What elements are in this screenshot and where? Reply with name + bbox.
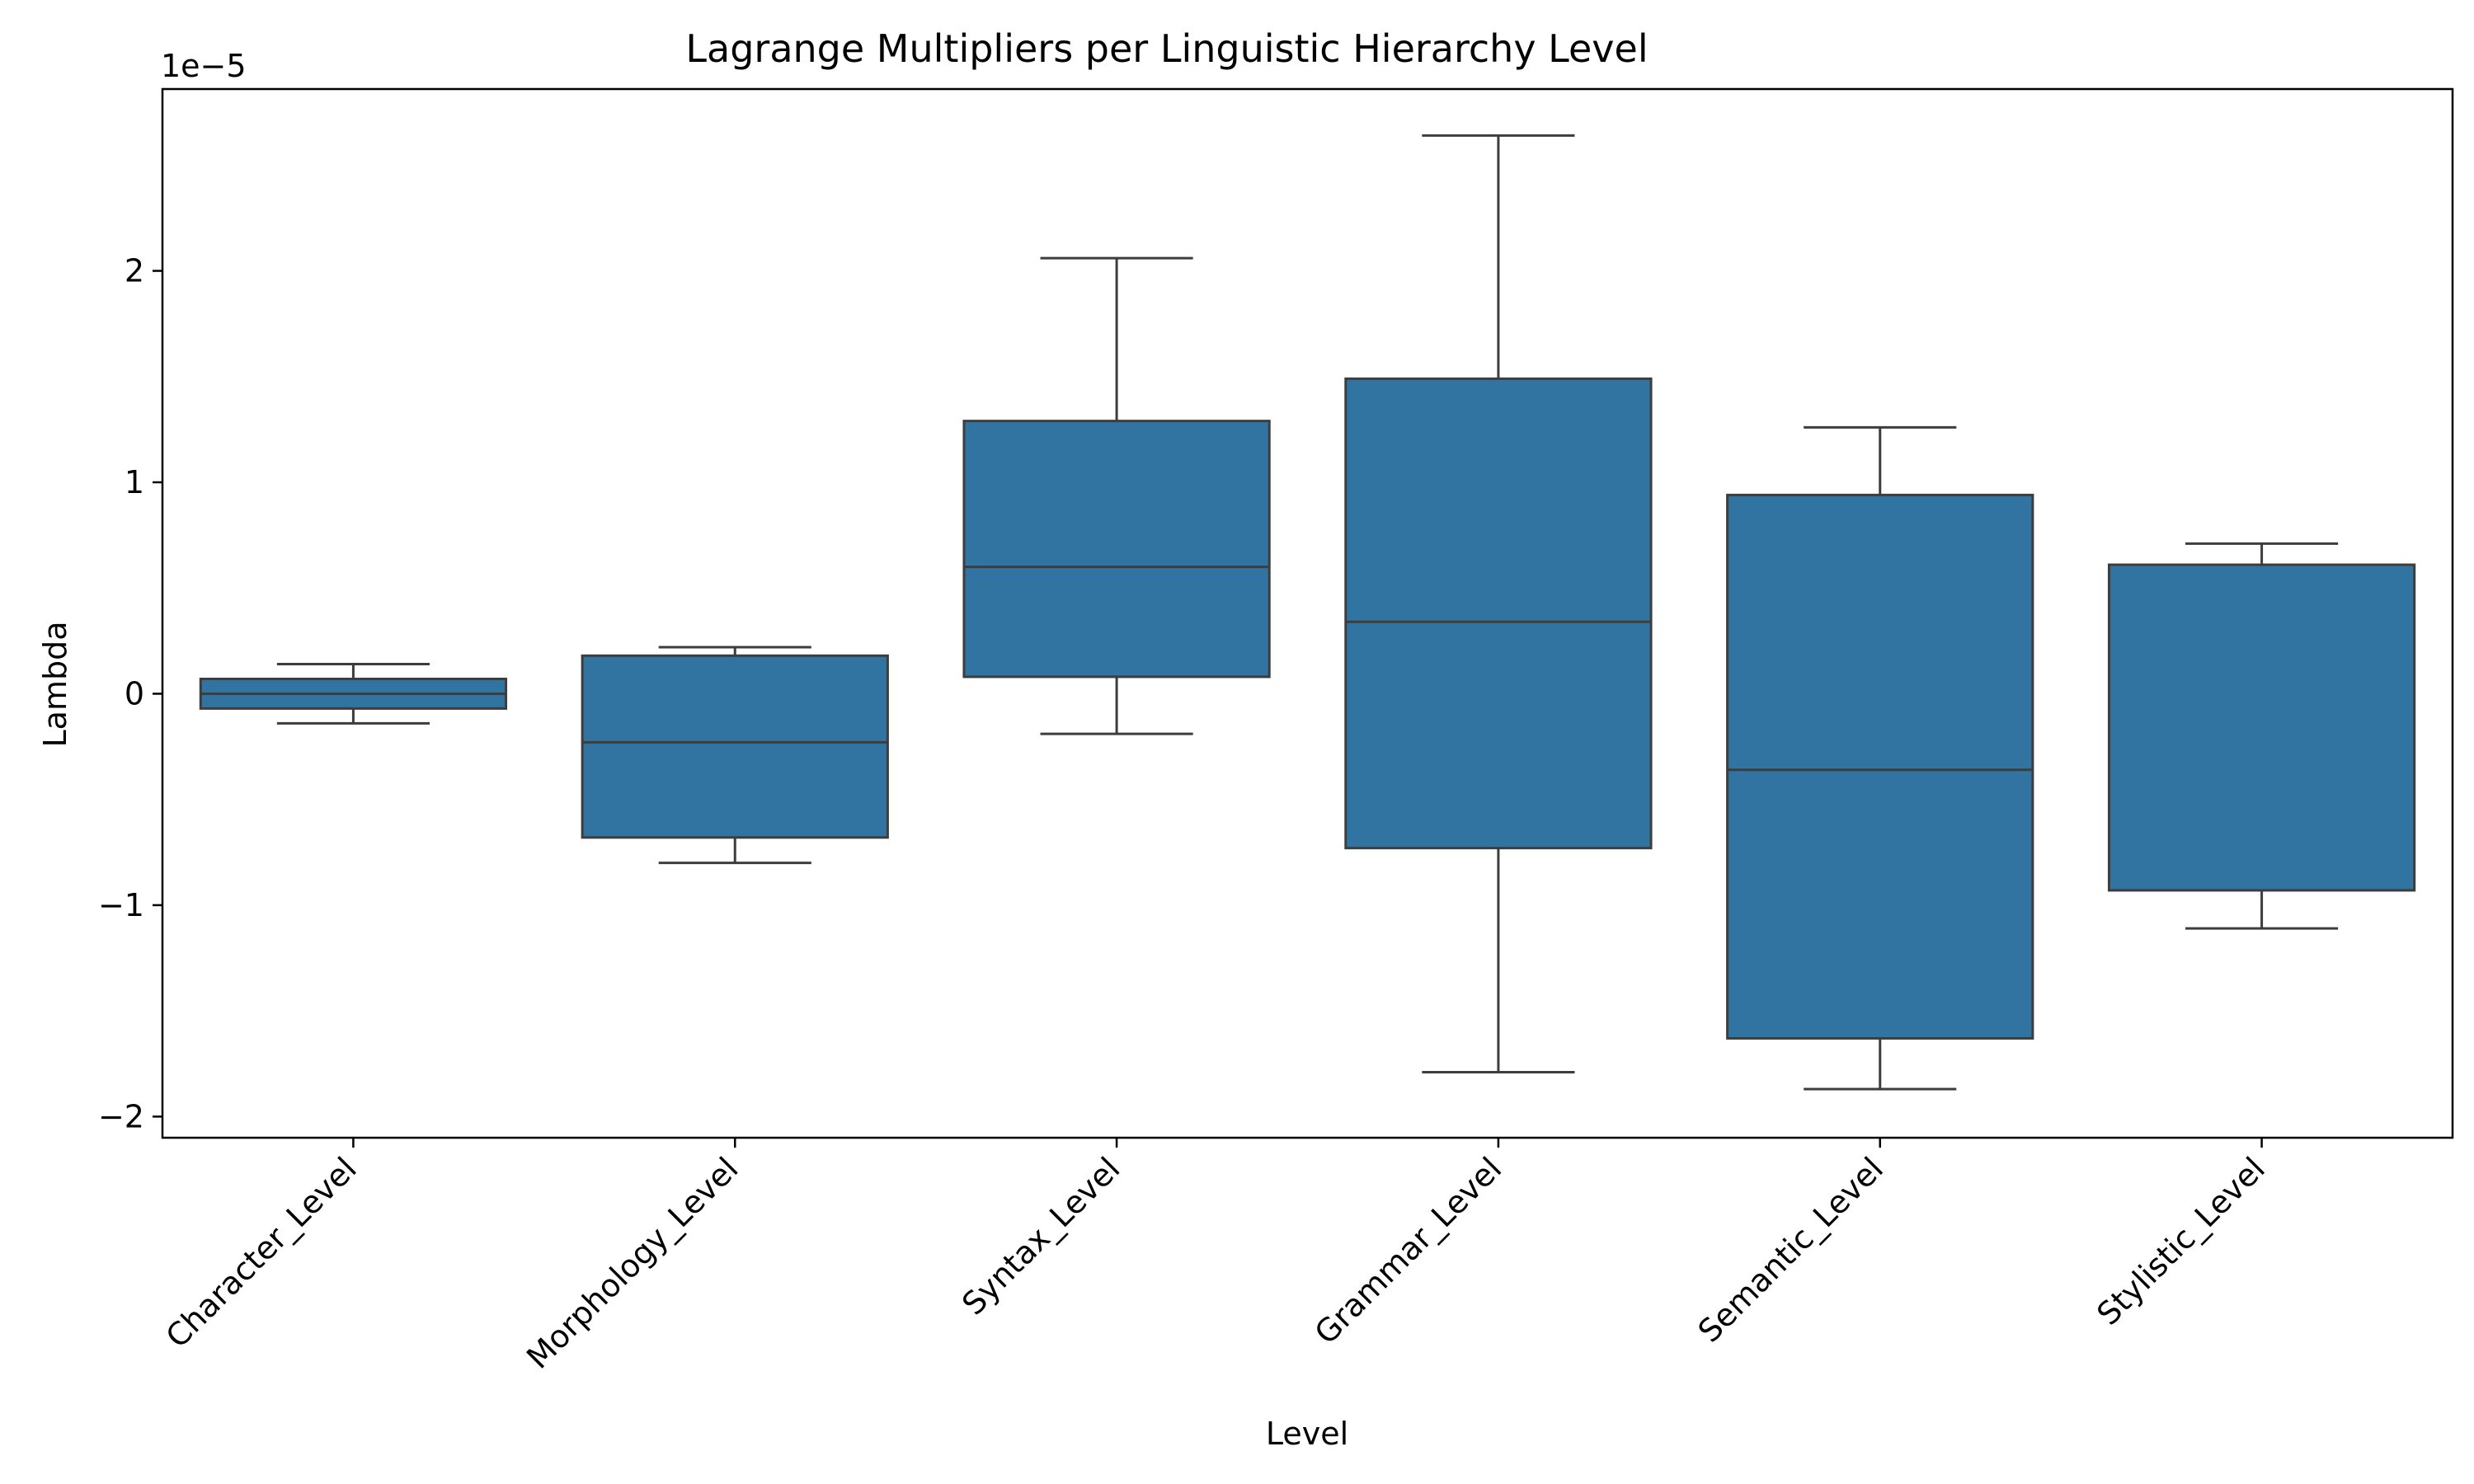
y-tick-label: −1	[98, 887, 144, 923]
y-tick-label: 0	[125, 675, 144, 711]
box-Syntax_Level	[962, 420, 1271, 679]
chart-title: Lagrange Multipliers per Linguistic Hier…	[685, 26, 1648, 71]
x-axis-label: Level	[1266, 1416, 1348, 1452]
y-axis-offset-text: 1e−5	[161, 48, 247, 84]
box-Grammar_Level	[1344, 377, 1653, 850]
plot-frame	[161, 87, 2454, 1139]
y-axis-label: Lambda	[37, 621, 73, 747]
y-tick-label: 1	[125, 464, 144, 500]
y-tick-label: −2	[98, 1098, 144, 1134]
box-Semantic_Level	[1726, 493, 2034, 1040]
y-tick-label: 2	[125, 253, 144, 289]
box-Morphology_Level	[581, 654, 889, 839]
box-Stylistic_Level	[2107, 563, 2416, 892]
